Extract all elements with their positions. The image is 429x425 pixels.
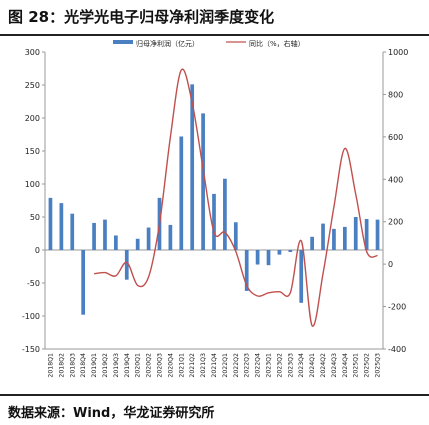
x-axis-tick-label: 2020Q1 [135,353,142,378]
bar [321,223,325,250]
left-axis-tick-label: 50 [30,213,40,222]
x-axis-tick-label: 2021Q2 [189,353,196,378]
x-axis-tick-label: 2019Q4 [124,353,131,378]
x-axis-tick-label: 2020Q3 [156,353,163,378]
left-axis-tick-label: 150 [25,147,40,156]
line-series [94,68,378,327]
left-axis-tick-label: 300 [25,48,40,57]
left-axis-tick-label: 100 [25,180,40,189]
legend-line-label: 同比（%，右轴） [249,39,305,48]
source-rule [0,394,429,396]
x-axis-tick-label: 2022Q3 [244,353,251,378]
bar [201,113,205,250]
x-axis-tick-label: 2023Q1 [266,353,273,378]
x-axis-tick-label: 2018Q1 [47,353,54,378]
x-axis-tick-label: 2020Q2 [146,353,153,378]
bar [146,227,151,250]
left-axis-tick-label: 200 [25,114,40,123]
bar [299,250,304,303]
bar [342,226,347,250]
bar [48,197,53,250]
right-axis-tick-label: 200 [388,218,403,227]
bar [168,224,173,250]
x-axis-tick-label: 2019Q3 [113,353,120,378]
left-axis-tick-label: -100 [22,312,40,321]
x-axis-tick-label: 2021Q3 [200,353,207,378]
left-axis-tick-label: 250 [25,81,40,90]
bar [124,250,129,280]
bar [288,250,293,252]
x-axis-tick-label: 2022Q4 [255,353,262,378]
x-axis-tick-label: 2018Q2 [58,353,65,378]
bar [255,250,260,265]
bar [135,238,140,250]
x-axis-tick-label: 2024Q3 [331,353,338,378]
bar [375,219,380,250]
bar [59,203,64,250]
bar [81,250,86,315]
legend-bar-label: 归母净利润（亿元） [136,39,199,48]
x-axis-tick-label: 2025Q3 [375,353,382,378]
x-axis-tick-label: 2022Q1 [222,353,229,378]
x-axis-tick-label: 2018Q4 [80,353,87,378]
x-axis-tick-label: 2023Q2 [276,353,283,378]
x-axis-tick-label: 2022Q2 [233,353,240,378]
x-axis-tick-label: 2024Q4 [342,353,349,378]
x-axis-tick-label: 2024Q1 [309,353,316,378]
x-axis-tick-label: 2020Q4 [167,353,174,378]
bar [233,222,238,250]
x-axis-tick-label: 2025Q1 [353,353,360,378]
x-axis-tick-label: 2021Q1 [178,353,185,378]
x-axis-tick-label: 2024Q2 [320,353,327,378]
bar [223,178,227,250]
bar [70,213,75,250]
figure-title: 图 28：光学光电子归母净利润季度变化 [8,8,275,26]
left-axis-tick-label: -150 [22,345,40,354]
legend: 归母净利润（亿元） 同比（%，右轴） [113,39,305,48]
legend-bar-swatch [113,40,133,44]
bar [212,193,216,250]
bar [353,217,358,250]
x-axis-tick-label: 2025Q2 [364,353,371,378]
bar [266,250,271,266]
left-axis-tick-label: -50 [27,279,40,288]
x-axis-tick-label: 2019Q1 [91,353,98,378]
tick-labels: -150 -100 -50 0 50 100 150 200 250 300 -400 -200 0 20… [22,48,409,378]
left-axis-tick-label: 0 [35,246,40,255]
x-axis-tick-label: 2023Q4 [298,353,305,378]
x-axis-tick-label: 2019Q2 [102,353,109,378]
bar [364,218,369,250]
bar [277,250,282,255]
right-axis-tick-label: 800 [388,90,403,99]
right-axis-tick-label: -400 [388,345,406,354]
right-axis-tick-label: 1000 [388,48,408,57]
right-axis-tick-label: -200 [388,303,406,312]
source-note: 数据来源：Wind，华龙证券研究所 [8,406,215,421]
right-axis-tick-label: 0 [388,260,393,269]
bar [179,136,184,250]
x-axis-tick-label: 2023Q3 [287,353,294,378]
x-axis-tick-label: 2018Q3 [69,353,76,378]
bar-series [48,84,380,315]
bar [114,235,118,250]
yoy-line [94,68,378,327]
right-axis-tick-label: 600 [388,133,403,142]
right-axis-tick-label: 400 [388,175,403,184]
x-axis-tick-label: 2021Q4 [211,353,218,378]
bar [92,222,96,250]
bar [103,219,107,250]
bar [310,236,314,250]
bar [190,84,195,250]
bar [244,250,249,291]
title-rule [0,34,429,36]
bar [332,228,336,250]
